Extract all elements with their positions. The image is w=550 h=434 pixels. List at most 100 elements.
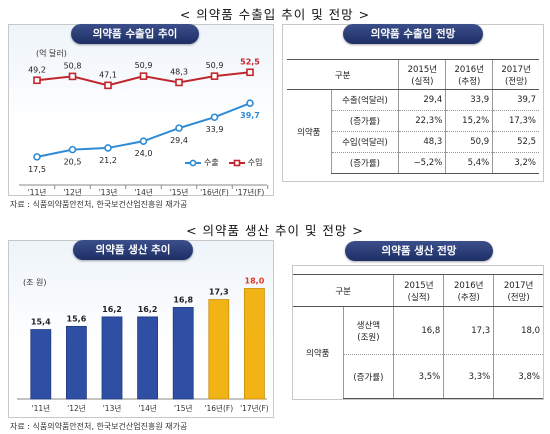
trade-cell: 39,7 xyxy=(492,89,539,111)
trade-header-2017-year: 2017년 xyxy=(501,64,531,75)
production-header-group: 구분 xyxy=(293,274,394,307)
trade-header-2015-sub: (실적) xyxy=(411,76,434,87)
forecast-bar xyxy=(243,288,265,400)
x-tick-label: '13년 xyxy=(103,403,122,413)
export-data-label: 33,9 xyxy=(206,125,224,134)
legend-import-label: 수입 xyxy=(247,158,263,167)
export-point xyxy=(68,145,77,154)
trade-cell: 17,3% xyxy=(492,110,539,132)
production-bar xyxy=(101,316,123,400)
x-tick-label: '17년(F) xyxy=(236,187,265,197)
top-section-title: < 의약품 수출입 추이 및 전망 > xyxy=(179,7,371,22)
import-data-label: 52,5 xyxy=(240,57,260,66)
production-chart-panel: 의약품 생산 추이 (조 원) 15,4 '11년 15,6 '12년 16,2 '13년… xyxy=(8,240,274,418)
trade-chart-panel: 의약품 수출입 추이 (억 달러) '11년 '12년 '13년 '14년 '15년 '1… xyxy=(8,24,274,197)
trade-legend: 수출 수입 xyxy=(185,157,262,168)
production-header-2016: 2016년 (추정) xyxy=(443,274,494,307)
production-table-title: 의약품 생산 전망 xyxy=(345,241,493,261)
export-data-label: 17,5 xyxy=(28,165,46,174)
import-point xyxy=(175,78,183,87)
production-bar xyxy=(30,329,52,400)
trade-chart-unit: (억 달러) xyxy=(36,49,67,58)
production-header-2016-year: 2016년 xyxy=(454,280,484,291)
x-tick-label: '11년 xyxy=(32,403,51,413)
trade-header-2015-year: 2015년 xyxy=(407,64,438,75)
forecast-bar xyxy=(208,299,230,400)
export-data-label: 39,7 xyxy=(240,111,260,120)
trade-table: 구분 2015년 (실적) 2016년 (추정) 2017년 (전망) 의약품 수출(… xyxy=(287,59,539,174)
production-header-2015: 2015년 (실적) xyxy=(393,274,444,307)
x-tick-label: '13년 xyxy=(99,187,118,197)
trade-header-2016-sub: (추정) xyxy=(458,76,481,87)
trade-header-2016-year: 2016년 xyxy=(454,64,484,75)
x-tick-label: '14년 xyxy=(138,403,157,413)
export-data-label: 24,0 xyxy=(135,149,153,158)
production-category: 의약품 xyxy=(306,348,330,359)
trade-row-label: (증가률) xyxy=(330,110,399,132)
trade-row-label: 수출(억달러) xyxy=(330,89,399,111)
trade-header-group: 구분 xyxy=(287,59,399,90)
x-tick-label: '16년(F) xyxy=(204,403,233,413)
production-cell: 3,8% xyxy=(493,354,543,399)
import-data-label: 47,1 xyxy=(99,70,117,79)
export-point xyxy=(246,99,254,108)
production-header-2017-year: 2017년 xyxy=(503,280,534,291)
bar-data-label: 18,0 xyxy=(245,276,265,285)
x-tick-label: '14년 xyxy=(134,187,153,197)
bottom-section-title: < 의약품 생산 추이 및 전망 > xyxy=(186,223,364,238)
export-point xyxy=(33,153,41,161)
trade-category: 의약품 xyxy=(297,127,321,138)
production-bar xyxy=(137,316,159,400)
trade-chart-title: 의약품 수출입 추이 xyxy=(71,24,199,44)
production-chart-unit: (조 원) xyxy=(23,278,47,287)
trade-line-chart: '11년 '12년 '13년 '14년 '15년 '16년(F) '17년(F) 17,5 20… xyxy=(19,57,269,197)
production-bar xyxy=(172,307,194,400)
production-chart-title: 의약품 생산 추이 xyxy=(73,240,193,260)
import-legend-marker xyxy=(228,159,245,166)
trade-cell: 5,4% xyxy=(445,152,493,174)
trade-cell: −5,2% xyxy=(398,152,446,174)
production-table-panel: 의약품 생산 전망 구분 2015년 (실적) 2016년 (추정) 2017년 (전… xyxy=(292,241,544,400)
export-data-label: 29,4 xyxy=(170,136,188,145)
export-data-label: 20,5 xyxy=(64,158,82,167)
table-row: 수입(억달러) 48,3 50,9 52,5 xyxy=(287,131,539,153)
trade-cell: 15,2% xyxy=(445,110,493,132)
bottom-source-note: 자료 : 식품의약품안전처, 한국보건산업진흥원 재가공 xyxy=(10,422,188,431)
trade-cell: 50,9 xyxy=(445,131,493,153)
import-data-label: 49,2 xyxy=(28,65,46,74)
x-tick-label: '16년(F) xyxy=(200,187,229,197)
trade-header-2015: 2015년 (실적) xyxy=(398,59,446,90)
trade-row-label: 수입(억달러) xyxy=(330,131,399,153)
bar-data-label: 17,3 xyxy=(209,288,229,297)
top-source-note: 자료 : 식품의약품안전처, 한국보건산업진흥원 재가공 xyxy=(10,200,188,209)
import-point xyxy=(246,68,254,77)
trade-header-2017: 2017년 (전망) xyxy=(492,59,539,90)
trade-table-panel: 의약품 수출입 전망 구분 2015년 (실적) 2016년 (추정) 2017년(… xyxy=(282,24,544,182)
import-point xyxy=(139,72,148,80)
legend-import: 수입 xyxy=(228,157,263,168)
trade-row-label: (증가률) xyxy=(330,152,399,174)
trade-cell: 29,4 xyxy=(398,89,446,111)
production-cell: 3,5% xyxy=(393,354,444,399)
production-row-label-main: 생산액 xyxy=(356,320,381,331)
import-data-label: 50,9 xyxy=(206,61,224,70)
production-cell: 17,3 xyxy=(443,306,494,355)
export-point xyxy=(139,137,148,145)
production-cell: 3,3% xyxy=(443,354,494,399)
import-point xyxy=(210,72,219,80)
export-point xyxy=(210,113,219,122)
trade-cell: 22,3% xyxy=(398,110,446,132)
production-table-header: 구분 2015년 (실적) 2016년 (추정) 2017년 (전망) xyxy=(293,274,543,307)
legend-export-label: 수출 xyxy=(204,158,219,167)
x-tick-label: '15년 xyxy=(174,403,193,413)
trade-cell: 33,9 xyxy=(445,89,493,111)
production-header-2017: 2017년 (전망) xyxy=(493,274,543,307)
export-legend-marker xyxy=(185,159,201,166)
import-data-label: 48,3 xyxy=(170,67,188,76)
x-tick-label: '11년 xyxy=(28,187,47,197)
production-header-2015-year: 2015년 xyxy=(404,280,434,291)
production-row-label-unit: (조원) xyxy=(357,332,380,343)
table-row: 의약품 수출(억달러) 29,4 33,9 39,7 xyxy=(287,89,539,138)
table-row: 의약품 생산액 (조원) 16,8 17,3 18,0 xyxy=(293,306,543,359)
production-bar-chart: 15,4 '11년 15,6 '12년 16,2 '13년 16,2 '14년 16,8 '15년… xyxy=(17,276,269,413)
